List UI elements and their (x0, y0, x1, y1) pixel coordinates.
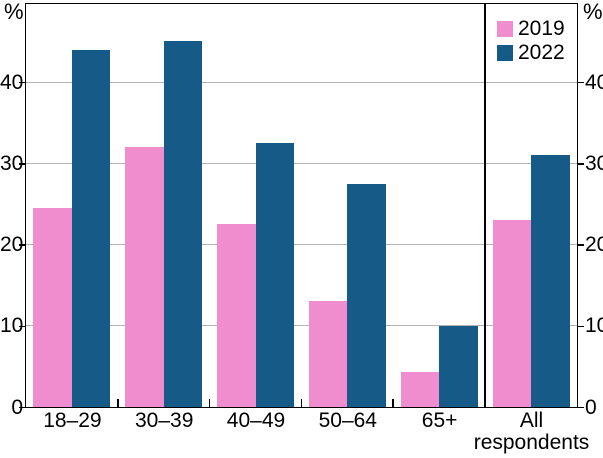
x-axis-label-1: 30–39 (134, 409, 194, 432)
bar-2022-0 (71, 49, 111, 407)
y-tick-label-left-10: 10 (0, 314, 24, 338)
y-tick-label-right-20: 20 (585, 233, 603, 256)
legend-swatch-2019 (497, 21, 513, 37)
y-tick-mark-left-40 (19, 81, 25, 84)
y-tick-label-left-30: 30 (0, 151, 24, 175)
bar-2019-0 (33, 207, 72, 407)
y-tick-mark-right-30 (578, 163, 584, 165)
bar-2019-1 (125, 147, 164, 407)
y-tick-mark-right-10 (578, 325, 584, 327)
y-tick-label-right-30: 30 (585, 151, 603, 175)
bar-2019-4 (400, 372, 440, 407)
x-axis-label-2: 40–49 (226, 409, 286, 432)
legend-item-2022: 2022 (497, 41, 565, 65)
gridline-20 (26, 244, 577, 245)
legend-swatch-2022 (497, 45, 513, 61)
y-tick-mark-right-20 (578, 244, 584, 246)
plot-area: 2019 2022 (25, 3, 578, 408)
bar-2022-3 (347, 183, 386, 407)
y-tick-mark-left-20 (19, 244, 25, 246)
bar-2022-1 (163, 41, 203, 407)
legend-item-2019: 2019 (497, 17, 565, 41)
y-axis-unit-right: % (583, 0, 603, 24)
gridline-10 (26, 325, 577, 327)
y-axis-unit-left: % (4, 0, 24, 24)
y-tick-mark-left-0 (19, 406, 25, 409)
bar-2019-3 (308, 301, 348, 407)
x-axis-label-0: 18–29 (43, 409, 102, 432)
legend-label-2019: 2019 (518, 17, 565, 40)
x-axis-boundary-tick-4 (392, 399, 394, 407)
bar-2019-5 (492, 220, 531, 407)
gridline-30 (26, 162, 577, 164)
y-tick-label-right-0: 0 (585, 395, 597, 419)
x-axis-label-3: 50–64 (318, 409, 377, 432)
bar-2022-2 (255, 142, 294, 407)
y-tick-label-left-20: 20 (0, 233, 24, 256)
y-tick-label-left-40: 40 (0, 70, 24, 94)
y-tick-label-right-10: 10 (585, 314, 603, 338)
x-axis-boundary-tick-2 (208, 399, 211, 407)
y-tick-mark-left-10 (19, 325, 25, 327)
x-axis-boundary-tick-3 (300, 399, 303, 407)
gridline-40 (26, 81, 577, 83)
legend: 2019 2022 (497, 17, 565, 65)
y-tick-label-right-40: 40 (585, 70, 603, 94)
y-tick-label-left-0: 0 (11, 395, 23, 419)
y-tick-mark-right-0 (578, 406, 584, 409)
x-axis-label-4: 65+ (421, 409, 458, 432)
bar-2019-2 (217, 224, 256, 407)
bar-2022-4 (439, 325, 478, 407)
y-tick-mark-right-40 (578, 81, 584, 84)
x-axis-label-5: All respondents (473, 409, 590, 454)
y-tick-mark-left-30 (19, 163, 25, 165)
section-divider-line (484, 4, 486, 407)
legend-label-2022: 2022 (518, 41, 565, 64)
bar-2022-5 (531, 155, 570, 407)
x-axis-boundary-tick-1 (117, 399, 119, 407)
